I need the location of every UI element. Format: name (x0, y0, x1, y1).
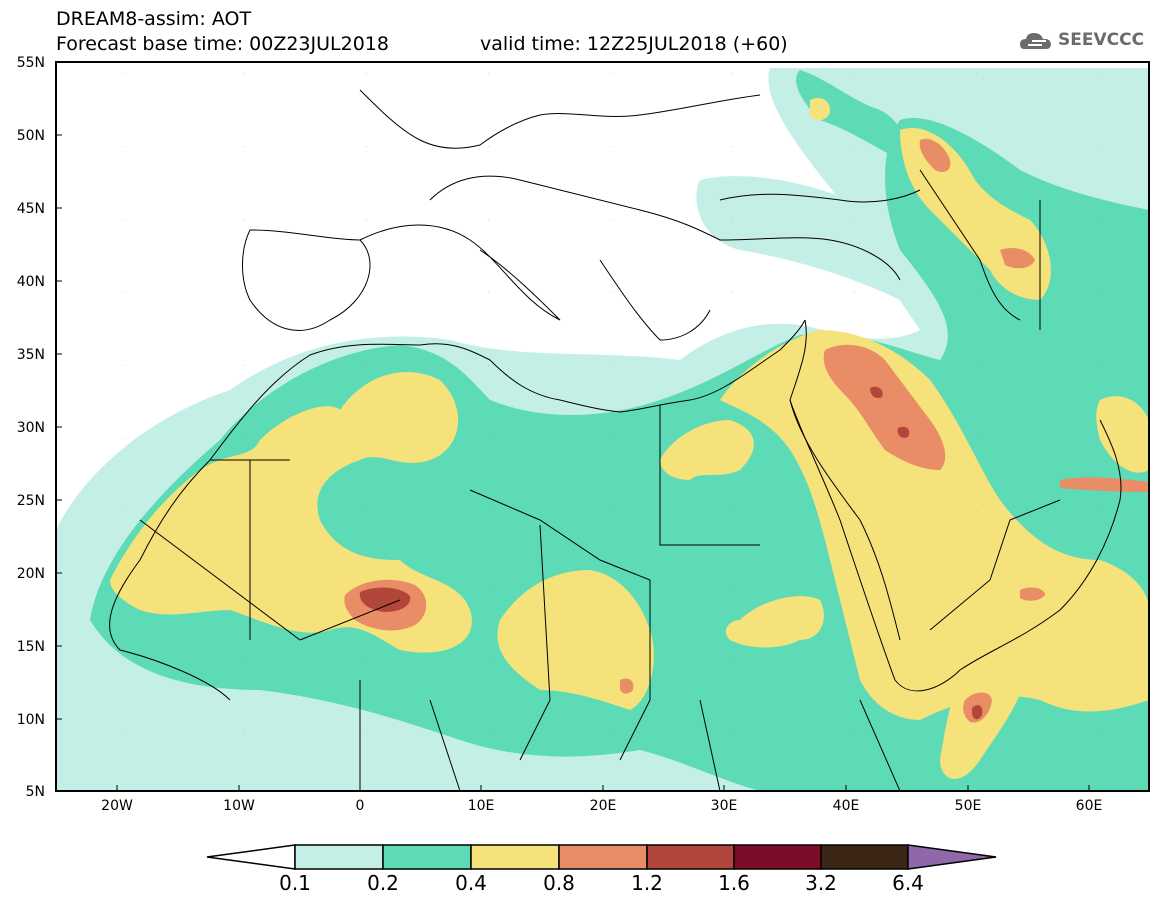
lon-label-30e: 30E (710, 798, 738, 814)
lat-label-10n: 10N (16, 712, 45, 728)
graticule-dots (56, 62, 1149, 791)
forecast-base-time: Forecast base time: 00Z23JUL2018 (56, 33, 389, 55)
lat-label-55n: 55N (16, 55, 45, 71)
lat-label-5n: 5N (25, 784, 45, 800)
colorbar-label-3-2: 3.2 (805, 871, 837, 895)
colorbar-label-1-6: 1.6 (718, 871, 750, 895)
colorbar-label-0-4: 0.4 (455, 871, 487, 895)
lat-label-25n: 25N (16, 493, 45, 509)
lon-label-60e: 60E (1075, 798, 1103, 814)
lon-label-50e: 50E (954, 798, 982, 814)
lat-label-20n: 20N (16, 566, 45, 582)
lon-label-10w: 10W (223, 798, 255, 814)
lon-label-0: 0 (355, 798, 365, 814)
lat-label-15n: 15N (16, 639, 45, 655)
lat-label-30n: 30N (16, 420, 45, 436)
map-title: DREAM8-assim: AOT (56, 8, 252, 30)
logo-text: SEEVCCC (1058, 30, 1145, 50)
colorbar-label-6-4: 6.4 (892, 871, 924, 895)
seevccc-cloud-logo (1020, 33, 1051, 49)
lon-label-20e: 20E (589, 798, 617, 814)
colorbar-label-0-1: 0.1 (279, 871, 311, 895)
lon-label-10e: 10E (467, 798, 495, 814)
lon-label-40e: 40E (832, 798, 860, 814)
lat-label-40n: 40N (16, 274, 45, 290)
lat-label-45n: 45N (16, 201, 45, 217)
lon-label-20w: 20W (101, 798, 133, 814)
colorbar-label-0-2: 0.2 (367, 871, 399, 895)
coastlines-and-borders (109, 89, 1122, 791)
lat-label-50n: 50N (16, 128, 45, 144)
colorbar-label-0-8: 0.8 (543, 871, 575, 895)
lat-label-35n: 35N (16, 347, 45, 363)
axis-ticks (56, 61, 1090, 791)
colorbar-label-1-2: 1.2 (631, 871, 663, 895)
valid-time: valid time: 12Z25JUL2018 (+60) (480, 33, 788, 55)
